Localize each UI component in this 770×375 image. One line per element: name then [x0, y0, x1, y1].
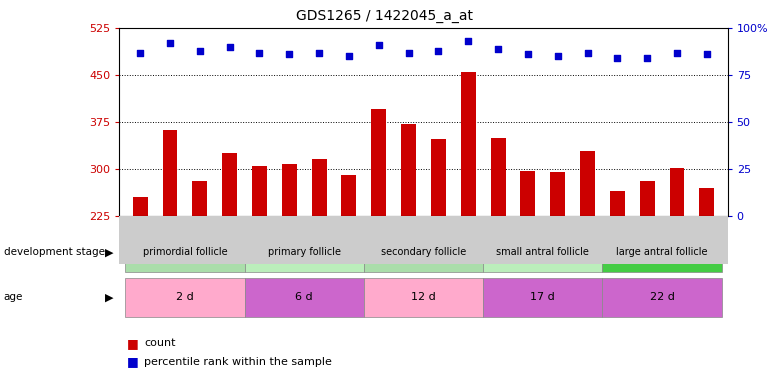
Point	[194, 48, 206, 54]
Point	[581, 50, 594, 55]
Bar	[521, 171, 535, 356]
Bar	[132, 197, 148, 356]
Point	[641, 55, 653, 61]
Bar	[490, 138, 505, 356]
Text: GDS1265 / 1422045_a_at: GDS1265 / 1422045_a_at	[296, 9, 474, 23]
Bar	[252, 166, 267, 356]
Bar	[699, 188, 715, 356]
Bar	[342, 175, 357, 356]
Bar	[669, 168, 685, 356]
Point	[611, 55, 624, 61]
Point	[462, 38, 474, 44]
Text: 17 d: 17 d	[531, 292, 555, 302]
Bar	[610, 190, 624, 356]
Text: 2 d: 2 d	[176, 292, 194, 302]
Text: count: count	[144, 338, 176, 348]
Point	[522, 51, 534, 57]
Point	[373, 42, 385, 48]
Text: primary follicle: primary follicle	[268, 247, 341, 257]
Point	[671, 50, 683, 55]
Text: ▶: ▶	[105, 292, 114, 302]
Bar	[640, 181, 654, 356]
Point	[343, 53, 355, 59]
Bar	[401, 124, 416, 356]
Bar	[282, 164, 296, 356]
Point	[283, 51, 296, 57]
Point	[134, 50, 146, 55]
Point	[223, 44, 236, 50]
Bar	[312, 159, 326, 356]
Text: ■: ■	[127, 337, 139, 350]
Point	[313, 50, 325, 55]
Text: age: age	[4, 292, 23, 302]
Bar	[371, 110, 387, 356]
Bar	[580, 151, 595, 356]
Point	[253, 50, 266, 55]
Point	[403, 50, 415, 55]
Point	[164, 40, 176, 46]
Bar	[223, 153, 237, 356]
Point	[701, 51, 713, 57]
Point	[492, 46, 504, 52]
Text: percentile rank within the sample: percentile rank within the sample	[144, 357, 332, 367]
Bar	[192, 181, 207, 356]
Text: 6 d: 6 d	[296, 292, 313, 302]
Text: ■: ■	[127, 356, 139, 368]
Text: ▶: ▶	[105, 247, 114, 257]
Text: secondary follicle: secondary follicle	[381, 247, 466, 257]
Text: 22 d: 22 d	[650, 292, 675, 302]
Text: primordial follicle: primordial follicle	[142, 247, 227, 257]
Bar	[162, 130, 178, 356]
Bar	[551, 172, 565, 356]
Point	[432, 48, 444, 54]
Text: 12 d: 12 d	[411, 292, 436, 302]
Text: development stage: development stage	[4, 247, 105, 257]
Text: large antral follicle: large antral follicle	[616, 247, 708, 257]
Text: small antral follicle: small antral follicle	[497, 247, 589, 257]
Point	[551, 53, 564, 59]
Bar	[431, 139, 446, 356]
Bar	[460, 72, 476, 356]
